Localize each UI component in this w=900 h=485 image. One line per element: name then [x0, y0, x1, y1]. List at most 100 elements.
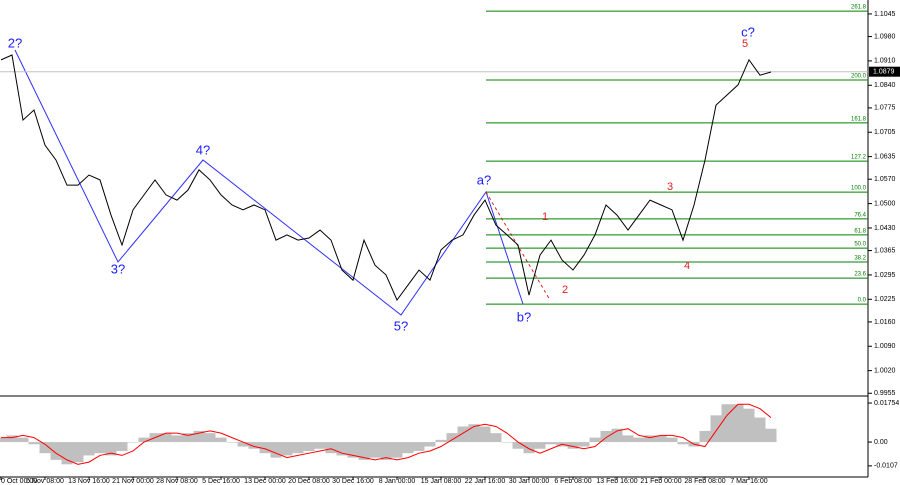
current-price-label: 1.0879 [873, 69, 895, 76]
osc-bar [578, 442, 590, 447]
x-tick-label: 30 Dec 16:00 [332, 478, 374, 485]
y-tick-label: 0.9955 [874, 390, 896, 397]
x-tick-label: 5 Dec 16:00 [202, 478, 240, 485]
osc-bar [204, 433, 216, 443]
osc-bar [160, 433, 172, 443]
osc-y-tick-label: 0.00 [874, 439, 888, 446]
wave-label: 4 [684, 260, 690, 272]
wave-label: a? [477, 172, 491, 187]
osc-bar [732, 404, 744, 443]
fib-label: 161.8 [851, 116, 867, 122]
wave-label: 1 [542, 211, 548, 223]
y-tick-label: 1.0020 [874, 367, 896, 374]
osc-bar [721, 404, 733, 443]
osc-bar [380, 442, 392, 460]
osc-bar [193, 430, 205, 443]
osc-bar [765, 428, 777, 443]
osc-bar [72, 442, 84, 463]
wave-label: 2? [8, 35, 22, 50]
x-tick-label: 15 Jan 08:00 [421, 478, 462, 485]
y-tick-label: 1.0430 [874, 225, 896, 232]
x-tick-label: 22 Jan 16:00 [465, 478, 506, 485]
y-tick-label: 1.0980 [874, 33, 896, 40]
osc-bar [237, 442, 249, 447]
osc-bar [105, 442, 117, 456]
osc-bar [479, 426, 491, 443]
osc-bar [83, 442, 95, 456]
osc-bar [0, 437, 7, 443]
osc-bar [457, 426, 469, 443]
x-tick-label: 28 Feb 08:00 [684, 478, 725, 485]
osc-bar [6, 435, 18, 443]
wave-line [14, 49, 524, 316]
x-tick-label: 21 Feb 00:00 [640, 478, 681, 485]
osc-bar [413, 442, 425, 451]
osc-bar [281, 442, 293, 456]
osc-bar [391, 442, 403, 458]
x-tick-label: 13 Dec 00:00 [244, 478, 286, 485]
osc-bar [314, 442, 326, 449]
fib-label: 76.4 [854, 212, 866, 218]
y-tick-label: 1.0705 [874, 129, 896, 136]
osc-bar [512, 442, 524, 449]
osc-bar [248, 442, 260, 449]
osc-bar [116, 442, 128, 451]
x-tick-label: 20 Dec 08:00 [288, 478, 330, 485]
x-tick-label: 8 Jan 00:00 [379, 478, 416, 485]
osc-bar [633, 437, 645, 443]
osc-bar [600, 430, 612, 443]
osc-y-tick-label: -0.0107 [874, 463, 898, 470]
y-tick-label: 1.0365 [874, 247, 896, 254]
osc-bar [358, 442, 370, 460]
osc-bar [611, 428, 623, 443]
osc-bar [369, 442, 381, 458]
osc-bar [292, 442, 304, 454]
osc-bar [468, 424, 480, 443]
x-tick-label: 21 Nov 00:00 [112, 478, 154, 485]
fib-label: 0.0 [858, 298, 867, 304]
y-tick-label: 1.0775 [874, 105, 896, 112]
osc-bar [710, 415, 722, 443]
osc-bar [303, 442, 315, 451]
x-tick-label: 13 Feb 16:00 [596, 478, 637, 485]
wave-label: 3 [667, 181, 673, 193]
osc-bar [94, 442, 106, 454]
osc-bar [490, 433, 502, 443]
osc-bar [567, 442, 579, 449]
fib-label: 127.2 [851, 155, 867, 161]
y-tick-label: 1.0295 [874, 272, 896, 279]
osc-bar [622, 435, 634, 443]
fib-label: 200.0 [851, 74, 867, 80]
y-tick-label: 1.0910 [874, 58, 896, 65]
osc-bar [325, 442, 337, 454]
osc-bar [501, 442, 513, 443]
osc-bar [39, 442, 51, 454]
y-tick-label: 1.0500 [874, 200, 896, 207]
fib-label: 38.2 [854, 256, 866, 262]
osc-bar [28, 442, 40, 445]
osc-bar [523, 442, 535, 454]
osc-bar [171, 435, 183, 443]
wave-label: 4? [196, 142, 210, 157]
osc-bar [215, 437, 227, 443]
fib-label: 50.0 [854, 242, 866, 248]
osc-bar [644, 435, 656, 443]
osc-bar [666, 437, 678, 443]
osc-bar [424, 442, 436, 447]
osc-bar [259, 442, 271, 454]
price-line [0, 54, 772, 301]
osc-bar [127, 442, 139, 443]
osc-signal-line [1, 403, 772, 465]
fib-label: 100.0 [851, 186, 867, 192]
osc-bar [17, 437, 29, 443]
x-tick-label: 6 Nov 08:00 [26, 478, 64, 485]
osc-bar [270, 442, 282, 458]
osc-bar [446, 433, 458, 443]
x-tick-label: 13 Nov 16:00 [68, 478, 110, 485]
osc-bar [545, 442, 557, 445]
wave-label: b? [517, 309, 531, 324]
x-tick-label: 7 Mar 16:00 [730, 478, 767, 485]
fib-label: 61.8 [854, 228, 866, 234]
